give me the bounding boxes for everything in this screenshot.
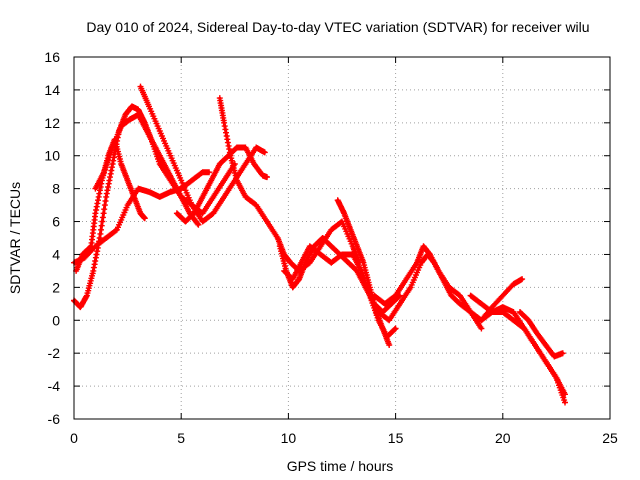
y-tick-label-5: 4 <box>52 246 60 262</box>
y-tick-label-6: 6 <box>52 214 60 230</box>
series-line-trace-d <box>93 113 237 215</box>
y-tick-label-4: 2 <box>52 279 60 295</box>
plot-frame <box>73 56 611 420</box>
axis-layer: 0 5 10 15 20 25 -6 -4 -2 0 2 4 6 8 10 12 14 16 <box>44 49 618 446</box>
series-line-trace-h <box>278 236 402 314</box>
x-tick-label-1: 5 <box>177 430 185 446</box>
series-line-trace-e <box>139 85 267 223</box>
series-line-trace-n <box>479 277 524 322</box>
series-trace-g <box>216 95 363 274</box>
series-line-trace-j <box>336 198 391 347</box>
series-trace-o <box>517 309 566 360</box>
series-trace-m <box>467 292 568 406</box>
x-tick-label-4: 20 <box>495 430 511 446</box>
series-line-trace-c <box>72 170 211 265</box>
y-axis-label: SDTVAR / TECUs <box>7 182 23 294</box>
series-line-trace-o <box>518 310 565 358</box>
series-markers-trace-m <box>467 292 568 406</box>
series-trace-n <box>478 276 526 324</box>
y-tick-label-8: 10 <box>44 148 60 164</box>
series-trace-l <box>375 251 568 398</box>
series-layer <box>71 83 568 406</box>
series-line-trace-f <box>175 146 269 223</box>
x-tick-label-0: 0 <box>70 430 78 446</box>
series-line-trace-g <box>218 96 361 273</box>
chart-title: Day 010 of 2024, Sidereal Day-to-day VTE… <box>86 19 589 35</box>
y-tick-label-9: 12 <box>44 115 60 131</box>
series-line-trace-m <box>469 294 567 404</box>
y-tick-label-2: -2 <box>48 345 61 361</box>
series-markers-trace-j <box>334 197 393 348</box>
y-tick-label-3: 0 <box>52 312 60 328</box>
x-tick-label-2: 10 <box>281 430 297 446</box>
y-tick-label-11: 16 <box>44 49 60 65</box>
x-tick-label-3: 15 <box>388 430 404 446</box>
x-axis-label: GPS time / hours <box>287 458 394 474</box>
series-trace-f <box>173 144 270 225</box>
y-tick-label-7: 8 <box>52 181 60 197</box>
series-trace-j <box>334 197 393 348</box>
y-tick-label-10: 14 <box>44 82 60 98</box>
y-tick-label-1: -4 <box>48 378 61 394</box>
grid-layer <box>74 57 610 419</box>
y-tick-label-0: -6 <box>48 411 61 427</box>
series-markers-trace-l <box>375 251 568 398</box>
x-tick-label-5: 25 <box>602 430 618 446</box>
series-line-trace-k <box>372 244 483 330</box>
series-trace-d <box>92 111 238 217</box>
